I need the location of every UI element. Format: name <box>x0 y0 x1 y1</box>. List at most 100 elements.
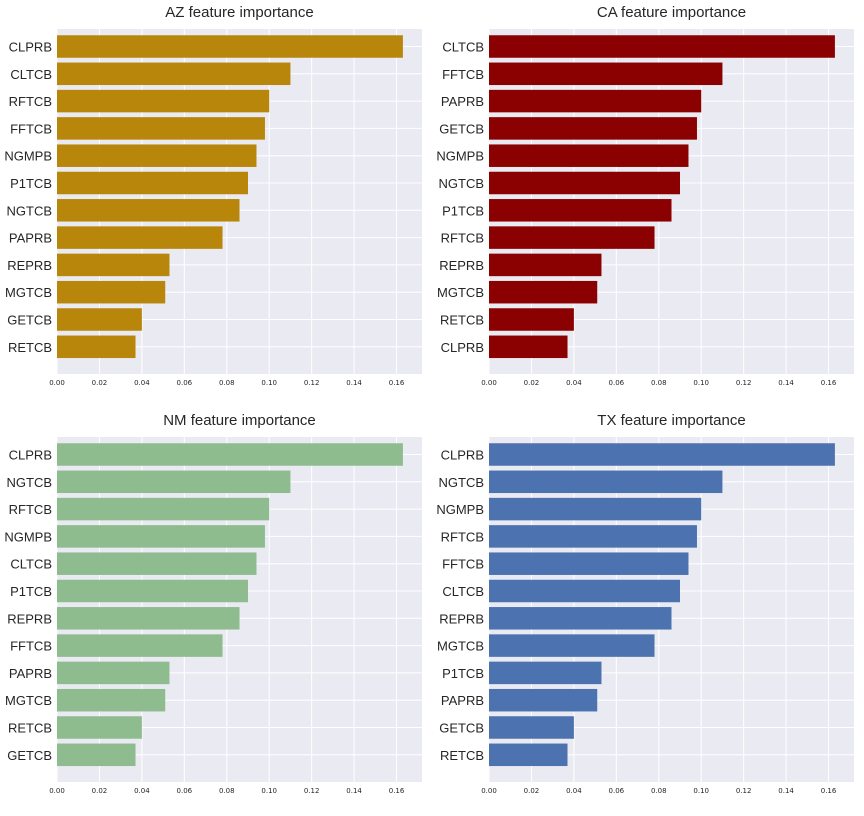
bar-ngtcb <box>489 470 723 494</box>
x-tick-label: 0.14 <box>778 787 794 795</box>
category-label: RFTCB <box>9 94 52 109</box>
category-label: RETCB <box>440 748 484 763</box>
x-tick-label: 0.04 <box>134 379 150 387</box>
chart-title: TX feature importance <box>597 412 745 429</box>
chart-title: CA feature importance <box>597 4 746 21</box>
x-tick-label: 0.08 <box>219 379 235 387</box>
category-label: GETCB <box>7 748 52 763</box>
x-tick-label: 0.00 <box>481 379 497 387</box>
category-label: NGTCB <box>7 475 53 490</box>
bar-ngtcb <box>57 470 291 494</box>
chart-tx: TX feature importance 0.00 0.02 0.04 0.06 0.0… <box>436 412 854 795</box>
bar-cltcb <box>489 35 835 58</box>
chart-panel-ca: CA feature importance 0.00 0.02 0.04 0.06 0.0… <box>432 0 864 408</box>
category-label: P1TCB <box>442 203 484 218</box>
bar-fftcb <box>57 634 223 657</box>
x-tick-label: 0.02 <box>524 787 540 795</box>
category-label: FFTCB <box>10 639 52 654</box>
x-tick-label: 0.12 <box>736 787 752 795</box>
bar-reprb <box>489 253 602 277</box>
chart-panel-nm: NM feature importance 0.00 0.02 0.04 0.06 0.0… <box>0 408 432 816</box>
category-label: GETCB <box>7 313 52 328</box>
x-tick-label: 0.12 <box>736 379 752 387</box>
bar-getcb <box>57 308 142 331</box>
category-label: PAPRB <box>9 666 52 681</box>
category-label: RETCB <box>440 313 484 328</box>
x-tick-label: 0.06 <box>609 787 625 795</box>
category-label: P1TCB <box>10 584 52 599</box>
chart-title: NM feature importance <box>163 412 316 429</box>
x-tick-label: 0.06 <box>609 379 625 387</box>
category-label: CLPRB <box>441 340 484 355</box>
category-label: PAPRB <box>441 693 484 708</box>
x-tick-label: 0.14 <box>778 379 794 387</box>
bar-paprb <box>489 89 702 113</box>
bar-cltcb <box>57 62 291 86</box>
bar-getcb <box>489 716 574 739</box>
chart-nm: NM feature importance 0.00 0.02 0.04 0.06 0.0… <box>4 412 422 795</box>
category-label: P1TCB <box>442 666 484 681</box>
category-label: PAPRB <box>441 94 484 109</box>
chart-ca: CA feature importance 0.00 0.02 0.04 0.06 0.0… <box>436 4 854 387</box>
x-tick-label: 0.04 <box>566 379 582 387</box>
bar-mgtcb <box>57 280 166 304</box>
x-tick-label: 0.10 <box>693 379 709 387</box>
category-label: FFTCB <box>442 67 484 82</box>
x-tick-label: 0.04 <box>566 787 582 795</box>
category-label: MGTCB <box>437 639 484 654</box>
x-tick-label: 0.14 <box>346 787 362 795</box>
chart-panel-az: AZ feature importance 0.00 0.02 0.04 0.06 0.0… <box>0 0 432 408</box>
category-label: FFTCB <box>10 121 52 136</box>
bar-fftcb <box>489 62 723 86</box>
bar-p1tcb <box>489 661 602 685</box>
bar-rftcb <box>57 497 270 521</box>
x-tick-label: 0.02 <box>92 787 108 795</box>
x-tick-label: 0.16 <box>821 787 837 795</box>
x-tick-label: 0.12 <box>304 379 320 387</box>
category-label: FFTCB <box>442 557 484 572</box>
category-label: CLTCB <box>442 40 484 55</box>
bar-retcb <box>57 335 136 359</box>
bar-retcb <box>489 308 574 331</box>
bar-paprb <box>57 226 223 249</box>
x-tick-label: 0.10 <box>261 787 277 795</box>
bar-mgtcb <box>57 688 166 712</box>
x-tick-label: 0.04 <box>134 787 150 795</box>
category-label: P1TCB <box>10 176 52 191</box>
category-label: RETCB <box>8 340 52 355</box>
x-tick-label: 0.06 <box>177 379 193 387</box>
bar-mgtcb <box>489 280 598 304</box>
category-label: PAPRB <box>9 231 52 246</box>
chart-title: AZ feature importance <box>165 4 313 21</box>
x-tick-label: 0.06 <box>177 787 193 795</box>
bar-cltcb <box>489 579 680 603</box>
x-tick-label: 0.16 <box>821 379 837 387</box>
category-label: NGTCB <box>7 203 53 218</box>
bar-reprb <box>57 253 170 277</box>
category-label: CLPRB <box>9 448 52 463</box>
category-label: NGMPB <box>436 149 484 164</box>
bar-p1tcb <box>57 579 248 603</box>
category-label: REPRB <box>7 611 52 626</box>
x-tick-label: 0.08 <box>651 787 667 795</box>
category-label: CLTCB <box>442 584 484 599</box>
x-tick-label: 0.08 <box>219 787 235 795</box>
category-label: RFTCB <box>441 529 484 544</box>
category-label: NGMPB <box>4 529 52 544</box>
bar-ngmpb <box>489 144 689 167</box>
x-tick-label: 0.14 <box>346 379 362 387</box>
bar-getcb <box>489 117 697 140</box>
category-label: RFTCB <box>441 231 484 246</box>
x-tick-label: 0.02 <box>92 379 108 387</box>
bar-getcb <box>57 743 136 767</box>
bar-clprb <box>489 335 568 359</box>
x-tick-label: 0.00 <box>49 379 65 387</box>
chart-az: AZ feature importance 0.00 0.02 0.04 0.06 0.0… <box>4 4 422 387</box>
category-label: MGTCB <box>5 285 52 300</box>
x-tick-label: 0.10 <box>693 787 709 795</box>
bar-rftcb <box>489 525 697 548</box>
x-tick-label: 0.00 <box>481 787 497 795</box>
bar-ngmpb <box>57 525 265 548</box>
bar-reprb <box>57 607 240 630</box>
category-label: GETCB <box>439 721 484 736</box>
